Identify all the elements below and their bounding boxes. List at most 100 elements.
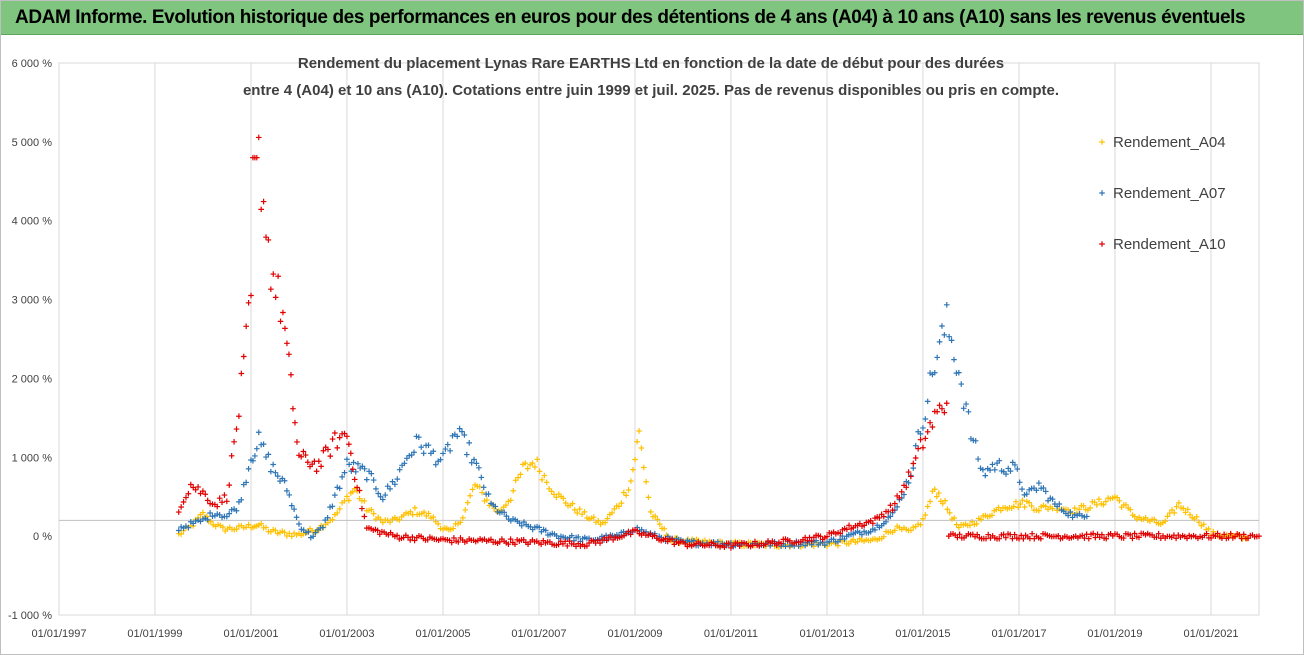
data-point [574, 510, 581, 516]
data-point [625, 487, 632, 493]
data-point [425, 442, 432, 448]
data-point [1131, 530, 1138, 537]
data-point [188, 481, 194, 488]
x-tick-label: 01/01/2021 [1184, 628, 1239, 640]
data-point [254, 154, 260, 161]
data-point [346, 461, 352, 468]
data-point [1100, 501, 1107, 508]
legend-marker [1099, 139, 1105, 145]
data-point [255, 429, 262, 436]
data-point [1205, 526, 1212, 532]
series-Rendement_A07 [175, 302, 1090, 550]
data-point [291, 506, 297, 512]
data-point [590, 514, 597, 520]
data-point [859, 531, 865, 538]
data-point [943, 302, 950, 308]
y-tick-label: 1 000 % [12, 452, 53, 464]
data-point [245, 466, 252, 472]
data-point [221, 492, 228, 498]
x-tick-label: 01/01/1997 [31, 628, 86, 640]
data-point [178, 531, 184, 537]
data-point [651, 532, 658, 539]
data-point [265, 451, 272, 458]
data-point [602, 519, 608, 526]
data-point [1208, 535, 1214, 541]
data-point [454, 433, 461, 440]
data-point [1042, 503, 1049, 510]
data-point [416, 434, 422, 440]
data-point [876, 515, 883, 521]
data-point [344, 493, 350, 500]
data-point [467, 492, 473, 499]
data-point [802, 542, 808, 549]
data-point [1071, 505, 1078, 511]
data-point [293, 514, 300, 521]
data-point [448, 539, 455, 546]
series-Rendement_A10 [175, 134, 1262, 551]
data-point [822, 542, 828, 548]
data-point [296, 521, 302, 527]
data-point [529, 460, 536, 466]
data-point [260, 441, 267, 447]
data-point [620, 489, 627, 496]
data-point [942, 497, 948, 504]
data-point [569, 500, 576, 507]
data-point [304, 459, 311, 466]
data-point [894, 504, 900, 510]
data-point [460, 515, 466, 521]
data-point [597, 540, 603, 546]
data-point [956, 531, 963, 538]
data-point [374, 527, 381, 534]
data-point [274, 473, 281, 479]
data-point [936, 339, 943, 345]
data-point [245, 521, 252, 528]
data-point [252, 453, 258, 459]
data-point [634, 438, 640, 445]
x-tick-label: 01/01/2001 [223, 628, 278, 640]
data-point [647, 509, 654, 515]
data-point [334, 445, 341, 451]
data-point [881, 513, 887, 520]
data-point [286, 351, 292, 358]
data-point [226, 510, 233, 517]
x-tick-label: 01/01/2017 [991, 628, 1046, 640]
data-point [510, 487, 517, 494]
data-point [1129, 535, 1136, 542]
data-point [1123, 502, 1129, 508]
data-point [348, 450, 354, 457]
x-tick-label: 01/01/2007 [511, 628, 566, 640]
data-point [442, 446, 449, 452]
data-point [288, 533, 295, 540]
data-point [463, 451, 470, 458]
data-point [302, 452, 309, 458]
data-point [1023, 491, 1030, 497]
data-point [908, 473, 914, 480]
data-point [450, 525, 456, 532]
x-tick-label: 01/01/2003 [319, 628, 374, 640]
data-point [1026, 499, 1032, 506]
data-point [214, 503, 221, 510]
data-point [268, 468, 274, 475]
data-point [1203, 530, 1210, 537]
data-point [288, 371, 294, 378]
data-point [983, 535, 989, 542]
data-point [524, 465, 531, 472]
data-point [1003, 534, 1009, 541]
data-point [1103, 498, 1109, 505]
data-point [471, 456, 477, 463]
data-point [425, 510, 432, 517]
data-point [917, 436, 924, 443]
data-point [965, 409, 972, 415]
data-point [316, 458, 322, 465]
data-point [1227, 530, 1234, 537]
data-point [258, 206, 264, 213]
data-point [889, 507, 896, 513]
data-point [411, 449, 417, 456]
data-point [1013, 498, 1019, 505]
data-point [581, 509, 588, 515]
data-point [309, 461, 316, 467]
data-point [969, 518, 975, 525]
data-point [250, 457, 256, 464]
data-point [377, 493, 384, 500]
data-point [254, 445, 260, 452]
